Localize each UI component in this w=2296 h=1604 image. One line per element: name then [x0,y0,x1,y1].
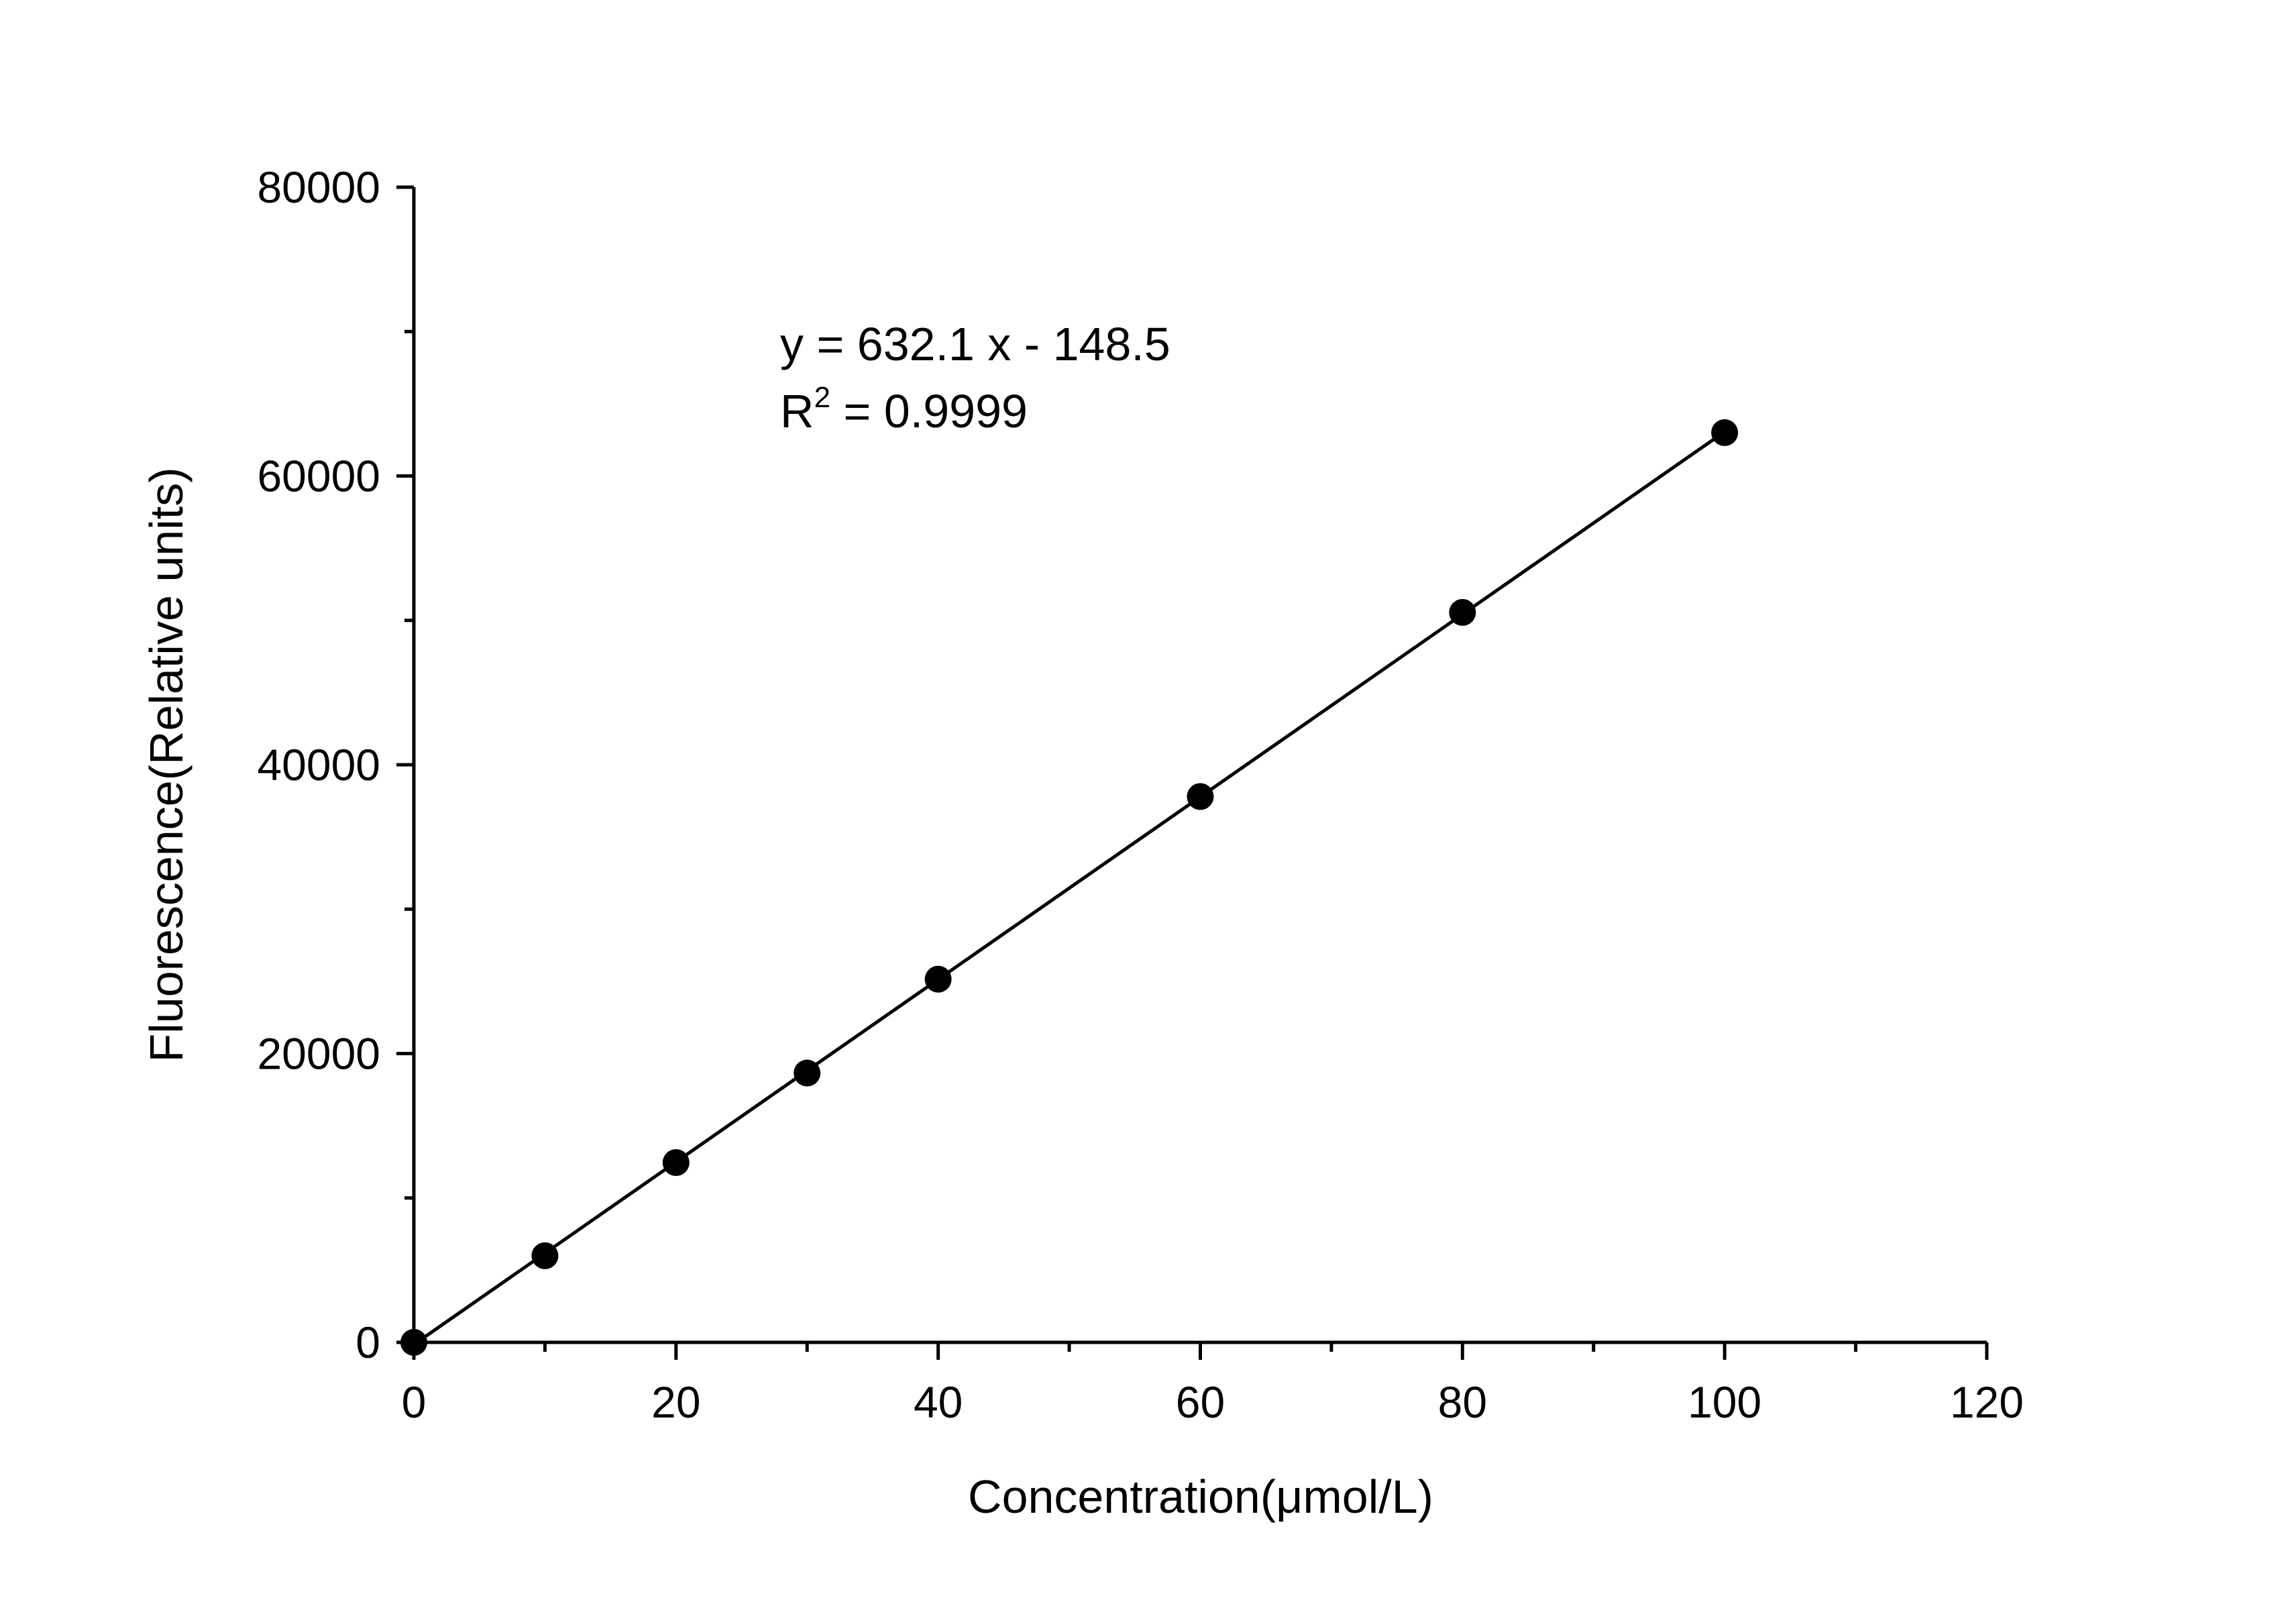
y-tick-label: 80000 [257,162,380,212]
data-point [924,965,952,993]
x-tick-label: 20 [651,1377,700,1427]
y-tick-label: 60000 [257,451,380,501]
data-point [400,1329,427,1356]
y-tick-label: 20000 [257,1029,380,1079]
r-label: R [780,385,814,437]
data-points [400,419,1739,1356]
axes [412,187,1987,1344]
data-point [662,1149,690,1177]
fit-line [416,430,1726,1344]
r-value: = 0.9999 [830,385,1028,437]
data-point [1711,419,1739,446]
x-tick-label: 0 [402,1377,427,1427]
r-squared: R2 = 0.9999 [780,381,1028,437]
y-axis-title: Fluorescence(Relative units) [140,467,193,1062]
y-tick-label: 40000 [257,740,380,790]
y-tick-label: 0 [356,1318,380,1367]
x-axis-title: Concentration(μmol/L) [968,1471,1433,1523]
ticks: 0 20 40 60 80 100 120 0 20000 40000 60000 80000 [257,162,2024,1427]
data-point [1187,783,1214,810]
data-point [531,1242,559,1269]
x-tick-label: 40 [914,1377,963,1427]
x-tick-label: 100 [1688,1377,1761,1427]
fit-equation: y = 632.1 x - 148.5 [780,318,1170,370]
data-point [1449,598,1476,626]
data-point [794,1059,821,1087]
r-superscript: 2 [814,381,830,414]
x-tick-label: 80 [1438,1377,1487,1427]
x-tick-label: 60 [1176,1377,1225,1427]
x-tick-label: 120 [1950,1377,2024,1427]
